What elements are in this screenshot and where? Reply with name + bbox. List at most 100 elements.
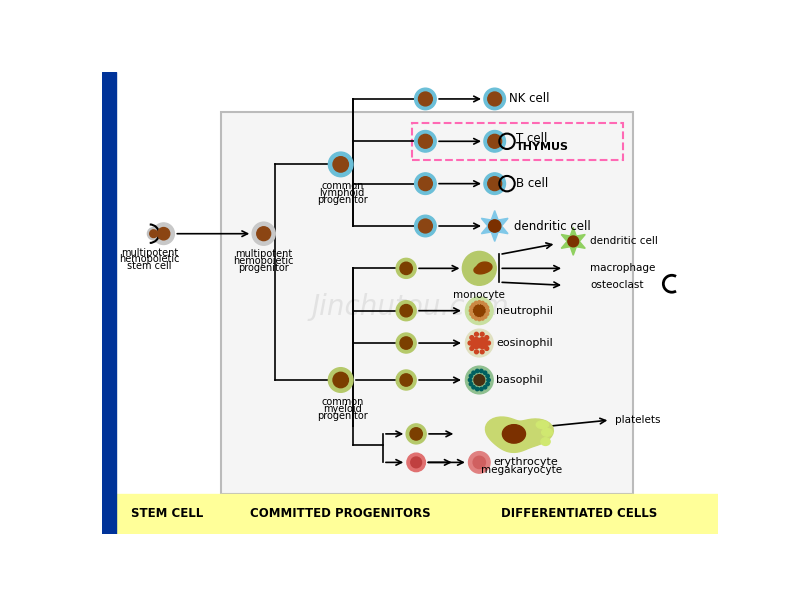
Text: B cell: B cell	[516, 177, 549, 190]
Circle shape	[414, 88, 436, 110]
Bar	[116, 494, 718, 534]
Circle shape	[333, 157, 349, 172]
Circle shape	[480, 332, 484, 336]
Circle shape	[470, 309, 472, 312]
Circle shape	[489, 220, 501, 232]
Circle shape	[471, 304, 480, 313]
Circle shape	[486, 313, 489, 316]
Circle shape	[484, 303, 487, 306]
Text: basophil: basophil	[496, 375, 543, 385]
Text: dendritic cell: dendritic cell	[590, 236, 658, 247]
Polygon shape	[474, 262, 492, 274]
Text: erythrocyte: erythrocyte	[493, 457, 558, 467]
Circle shape	[480, 350, 484, 354]
Circle shape	[466, 366, 493, 394]
Circle shape	[474, 350, 478, 354]
Ellipse shape	[541, 438, 550, 445]
Circle shape	[484, 173, 506, 194]
Circle shape	[414, 131, 436, 152]
Bar	[222, 112, 634, 494]
Circle shape	[486, 374, 490, 377]
Circle shape	[486, 306, 489, 309]
Text: progenitor: progenitor	[317, 195, 368, 205]
Text: eosinophil: eosinophil	[496, 338, 553, 348]
Text: COMMITTED PROGENITORS: COMMITTED PROGENITORS	[250, 508, 431, 520]
Circle shape	[472, 315, 475, 318]
Circle shape	[481, 317, 484, 320]
Circle shape	[484, 131, 506, 152]
Circle shape	[472, 371, 475, 374]
Text: lymphoid: lymphoid	[320, 188, 365, 198]
Text: THYMUS: THYMUS	[516, 142, 570, 152]
Circle shape	[474, 309, 484, 319]
Circle shape	[488, 177, 502, 191]
Circle shape	[396, 259, 416, 278]
Text: osteoclast: osteoclast	[590, 280, 644, 290]
Bar	[102, 72, 116, 534]
Text: NK cell: NK cell	[509, 92, 549, 106]
Circle shape	[474, 374, 485, 385]
Circle shape	[480, 388, 483, 391]
Ellipse shape	[542, 428, 553, 436]
Circle shape	[470, 382, 473, 386]
Text: multipotent: multipotent	[121, 248, 178, 257]
Circle shape	[328, 368, 353, 392]
Circle shape	[257, 227, 270, 241]
Text: stem cell: stem cell	[127, 262, 172, 271]
Circle shape	[477, 338, 488, 349]
Ellipse shape	[536, 421, 549, 428]
Circle shape	[474, 301, 478, 304]
Circle shape	[472, 386, 475, 389]
Circle shape	[475, 388, 479, 391]
Circle shape	[470, 306, 473, 309]
Circle shape	[468, 341, 472, 345]
Circle shape	[466, 329, 493, 357]
Circle shape	[153, 223, 174, 244]
Circle shape	[400, 305, 412, 317]
Circle shape	[487, 379, 490, 382]
Circle shape	[410, 457, 422, 468]
Circle shape	[475, 369, 479, 373]
Circle shape	[484, 88, 506, 110]
Circle shape	[406, 424, 426, 444]
Circle shape	[150, 230, 158, 238]
Circle shape	[333, 372, 349, 388]
Circle shape	[400, 337, 412, 349]
Circle shape	[478, 304, 488, 313]
Text: neutrophil: neutrophil	[496, 305, 554, 316]
Circle shape	[462, 251, 496, 285]
Circle shape	[468, 379, 472, 382]
Circle shape	[478, 317, 481, 321]
Circle shape	[396, 333, 416, 353]
Circle shape	[474, 332, 478, 336]
Text: progenitor: progenitor	[317, 411, 368, 421]
Circle shape	[470, 335, 474, 340]
Circle shape	[480, 369, 483, 373]
Text: platelets: platelets	[615, 415, 660, 425]
Circle shape	[481, 301, 484, 304]
Text: hemopoietic: hemopoietic	[234, 256, 294, 266]
Text: myeloid: myeloid	[323, 404, 362, 414]
Circle shape	[328, 152, 353, 177]
Circle shape	[486, 382, 490, 386]
Circle shape	[485, 347, 489, 350]
Circle shape	[483, 386, 486, 389]
Circle shape	[485, 335, 489, 340]
Circle shape	[414, 215, 436, 237]
Circle shape	[414, 173, 436, 194]
Text: hemopoietic: hemopoietic	[119, 254, 180, 265]
Text: STEM CELL: STEM CELL	[131, 508, 203, 520]
Circle shape	[486, 341, 490, 345]
Circle shape	[471, 338, 482, 349]
Text: DIFFERENTIATED CELLS: DIFFERENTIATED CELLS	[502, 508, 658, 520]
Circle shape	[158, 227, 170, 240]
Text: common: common	[321, 397, 363, 407]
Circle shape	[483, 371, 486, 374]
Polygon shape	[486, 417, 554, 452]
Circle shape	[488, 134, 502, 148]
Polygon shape	[562, 227, 586, 255]
Text: Jinchutou.com: Jinchutou.com	[311, 293, 509, 321]
Circle shape	[418, 92, 432, 106]
Circle shape	[474, 317, 478, 320]
Circle shape	[470, 313, 473, 316]
